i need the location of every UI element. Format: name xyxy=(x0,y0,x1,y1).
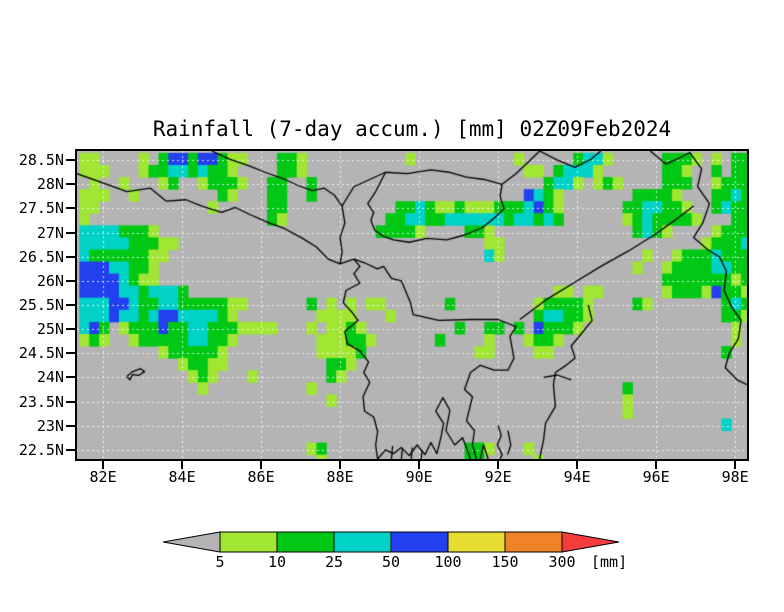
lon-tick-label: 98E xyxy=(721,468,749,486)
colorbar-threshold-label: 50 xyxy=(381,553,401,571)
lat-tick xyxy=(66,328,75,331)
lat-tick-label: 25N xyxy=(36,320,64,339)
colorbar-segment xyxy=(276,531,335,553)
lon-tick xyxy=(102,461,105,469)
lat-tick xyxy=(66,231,75,234)
lat-tick xyxy=(66,448,75,451)
colorbar-threshold-label: 5 xyxy=(215,553,225,571)
lat-tick-label: 26N xyxy=(36,271,64,290)
lon-tick-label: 94E xyxy=(563,468,591,486)
lat-tick xyxy=(66,255,75,258)
colorbar-segment xyxy=(447,531,506,553)
lon-tick xyxy=(497,461,500,469)
lat-tick xyxy=(66,424,75,427)
colorbar xyxy=(163,531,620,553)
lat-tick-label: 27N xyxy=(36,223,64,242)
lat-tick-label: 24.5N xyxy=(18,344,64,363)
colorbar-units-label: [mm] xyxy=(591,553,628,571)
lat-tick xyxy=(66,400,75,403)
lat-tick xyxy=(66,279,75,282)
colorbar-segment xyxy=(333,531,392,553)
lat-tick xyxy=(66,304,75,306)
colorbar-segment xyxy=(219,531,278,553)
map-plot-area xyxy=(75,149,749,461)
lat-tick-label: 27.5N xyxy=(18,199,64,218)
lat-tick-label: 25.5N xyxy=(18,296,64,314)
lon-tick-label: 96E xyxy=(642,468,670,486)
lon-tick xyxy=(260,461,263,469)
lat-tick-label: 28.5N xyxy=(18,151,64,170)
lon-tick-label: 88E xyxy=(326,468,354,486)
colorbar-threshold-label: 25 xyxy=(324,553,344,571)
colorbar-threshold-label: 100 xyxy=(434,553,462,571)
colorbar-segment xyxy=(504,531,563,553)
colorbar-threshold-label: 300 xyxy=(548,553,576,571)
lon-tick xyxy=(418,461,421,469)
lat-tick xyxy=(66,159,75,162)
rainfall-field-canvas xyxy=(77,151,747,459)
lat-tick xyxy=(66,183,75,186)
lon-tick-label: 84E xyxy=(168,468,196,486)
colorbar-threshold-label: 150 xyxy=(491,553,519,571)
chart-title: Rainfall (7-day accum.) [mm] 02Z09Feb202… xyxy=(152,117,672,141)
lat-tick-label: 28N xyxy=(36,175,64,194)
lat-tick xyxy=(66,352,75,355)
lat-tick-label: 24N xyxy=(36,368,64,387)
lon-tick-label: 92E xyxy=(484,468,512,486)
lon-tick-label: 82E xyxy=(89,468,117,486)
lat-tick-label: 23N xyxy=(36,416,64,435)
colorbar-threshold-label: 10 xyxy=(267,553,287,571)
colorbar-segment xyxy=(390,531,449,553)
lat-tick xyxy=(66,207,75,210)
lon-tick xyxy=(576,461,579,469)
lon-tick xyxy=(734,461,737,469)
lat-tick-label: 26.5N xyxy=(18,247,64,266)
lat-tick xyxy=(66,376,75,379)
lon-tick-label: 90E xyxy=(405,468,433,486)
colorbar-legend: [mm] 5 10 25 50 100 150 300 xyxy=(163,530,633,578)
lat-tick-label: 23.5N xyxy=(18,392,64,411)
lon-tick xyxy=(339,461,342,469)
colorbar-above-arrow xyxy=(561,531,620,553)
colorbar-below-arrow xyxy=(163,531,221,553)
lon-tick xyxy=(655,461,658,469)
lon-tick-label: 86E xyxy=(247,468,275,486)
lat-tick-label: 22.5N xyxy=(18,440,64,459)
lon-tick xyxy=(181,461,184,469)
